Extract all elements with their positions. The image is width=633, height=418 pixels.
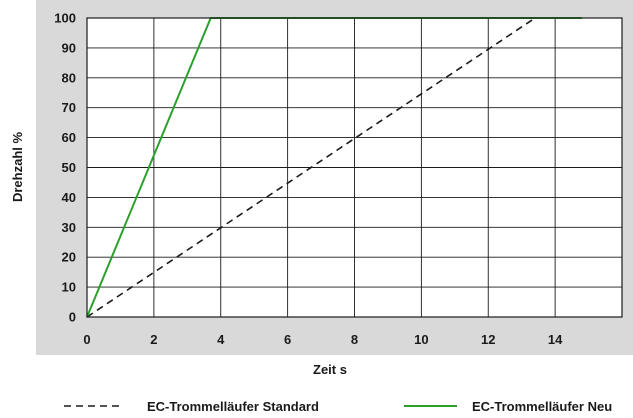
x-tick-labels: 0 2 4 6 8 10 12 14 [83,332,563,347]
y-tick-label: 10 [62,280,76,295]
x-tick-label: 2 [150,332,157,347]
y-tick-label: 90 [62,40,76,55]
grid [87,18,622,317]
y-tick-label: 0 [69,310,76,325]
x-tick-label: 0 [83,332,90,347]
plot-border [86,17,623,318]
x-tick-label: 8 [351,332,358,347]
y-tick-labels: 0 10 20 30 40 50 60 70 80 90 100 [54,11,76,325]
y-axis-title: Drehzahl % [10,132,25,203]
y-tick-label: 100 [54,11,76,26]
y-tick-label: 70 [62,100,76,115]
y-tick-label: 80 [62,70,76,85]
y-tick-label: 30 [62,220,76,235]
legend: EC-Trommelläufer Standard EC-Trommelläuf… [64,399,612,414]
legend-label-standard: EC-Trommelläufer Standard [147,399,319,414]
legend-label-neu: EC-Trommelläufer Neu [472,399,612,414]
x-tick-label: 14 [548,332,563,347]
x-tick-label: 10 [414,332,428,347]
y-tick-label: 20 [62,250,76,265]
x-axis-title: Zeit s [313,362,347,377]
x-tick-label: 6 [284,332,291,347]
y-tick-label: 40 [62,190,76,205]
x-tick-label: 4 [217,332,225,347]
y-tick-label: 60 [62,130,76,145]
x-tick-label: 12 [481,332,495,347]
y-tick-label: 50 [62,160,76,175]
